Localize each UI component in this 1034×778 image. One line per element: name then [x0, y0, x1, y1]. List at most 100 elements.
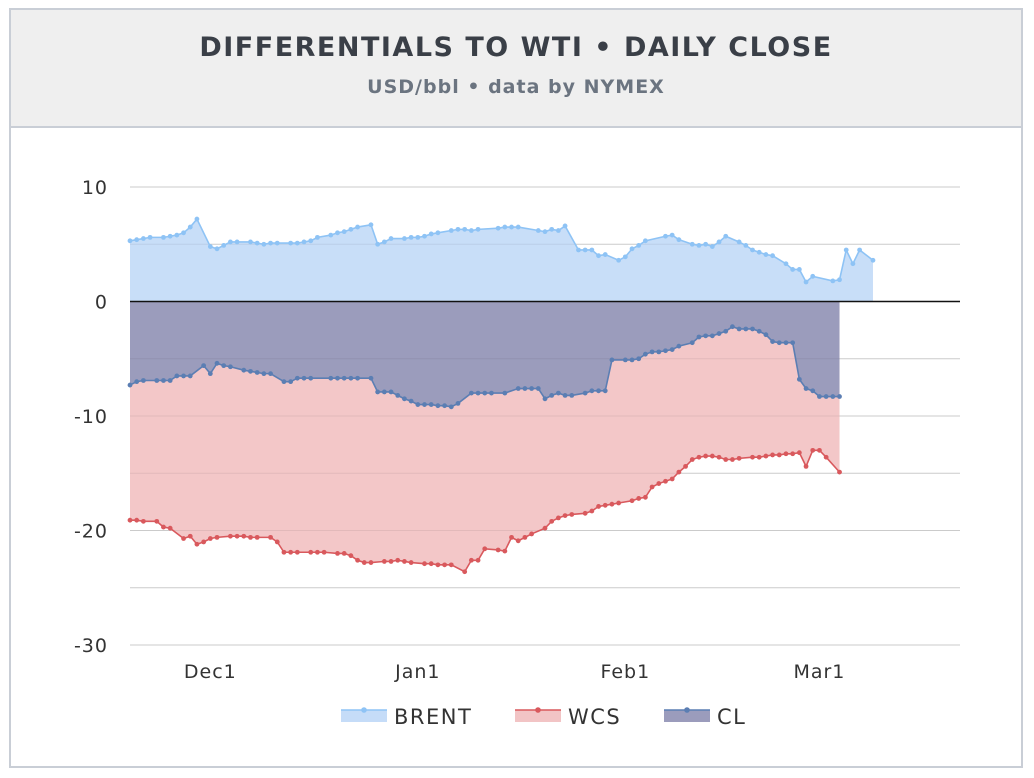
data-point-cl	[402, 396, 407, 402]
data-point-cl	[763, 332, 769, 338]
data-point-brent	[562, 223, 568, 229]
data-point-wcs	[602, 502, 608, 508]
legend-swatch	[664, 710, 710, 722]
data-point-cl	[770, 339, 775, 344]
data-point-wcs	[408, 560, 414, 565]
data-point-brent	[328, 232, 334, 238]
data-point-cl	[368, 375, 374, 381]
data-point-cl	[602, 388, 608, 394]
data-point-wcs	[629, 498, 635, 504]
data-point-brent	[703, 241, 709, 247]
data-point-brent	[783, 261, 789, 267]
data-point-brent	[268, 240, 273, 246]
data-point-wcs	[355, 557, 360, 563]
data-point-cl	[750, 326, 755, 332]
data-point-cl	[468, 390, 474, 396]
data-point-brent	[315, 234, 320, 240]
data-point-brent	[549, 226, 555, 232]
data-point-wcs	[515, 538, 521, 544]
data-point-brent	[234, 239, 240, 245]
data-point-wcs	[475, 557, 481, 563]
data-point-cl	[228, 364, 233, 370]
data-point-cl	[709, 333, 715, 339]
data-point-brent	[428, 231, 434, 237]
data-point-wcs	[689, 457, 695, 462]
data-point-wcs	[596, 504, 601, 509]
data-point-wcs	[335, 551, 340, 556]
data-point-wcs	[154, 518, 160, 524]
data-point-cl	[442, 403, 447, 409]
data-point-wcs	[241, 533, 247, 539]
legend-item-cl: CL	[664, 705, 746, 729]
data-point-wcs	[381, 559, 387, 564]
data-point-wcs	[254, 534, 260, 540]
x-tick-label: Dec1	[184, 661, 237, 683]
data-point-brent	[221, 242, 227, 248]
data-point-brent	[629, 246, 635, 252]
data-point-cl	[669, 347, 675, 352]
data-point-cl	[341, 375, 347, 381]
data-point-cl	[489, 390, 494, 396]
data-point-brent	[335, 230, 340, 236]
data-point-wcs	[368, 560, 374, 565]
data-point-wcs	[582, 510, 588, 516]
data-point-brent	[750, 247, 755, 253]
data-point-cl	[549, 392, 555, 398]
data-point-brent	[636, 242, 642, 248]
data-point-wcs	[542, 525, 548, 531]
x-tick-label: Feb1	[600, 661, 650, 683]
data-point-cl	[375, 389, 381, 395]
data-point-cl	[663, 348, 668, 354]
data-point-wcs	[756, 454, 762, 460]
data-point-brent	[181, 230, 186, 236]
data-point-brent	[388, 236, 394, 241]
data-point-wcs	[468, 557, 474, 563]
data-point-brent	[509, 224, 514, 230]
y-tick-label: -10	[74, 406, 108, 428]
data-point-wcs	[803, 463, 809, 469]
data-point-wcs	[723, 457, 729, 462]
data-point-cl	[736, 326, 742, 332]
data-point-cl	[422, 402, 427, 407]
legend-label: WCS	[568, 705, 621, 729]
data-point-wcs	[716, 454, 722, 460]
data-point-wcs	[140, 518, 146, 524]
data-point-cl	[207, 371, 213, 377]
data-point-brent	[422, 233, 427, 239]
data-point-brent	[535, 228, 541, 233]
data-point-cl	[308, 375, 314, 381]
data-point-cl	[408, 398, 414, 404]
data-point-cl	[388, 389, 394, 395]
data-point-wcs	[750, 454, 755, 460]
data-point-cl	[689, 340, 695, 346]
data-point-brent	[301, 239, 307, 245]
data-point-wcs	[462, 569, 468, 575]
data-point-brent	[308, 238, 314, 244]
data-point-brent	[161, 234, 166, 240]
data-point-brent	[408, 234, 414, 240]
data-point-wcs	[361, 560, 367, 565]
data-point-cl	[328, 375, 334, 381]
data-point-wcs	[428, 561, 434, 567]
legend-marker	[361, 707, 367, 713]
data-point-cl	[803, 386, 809, 391]
data-point-wcs	[823, 454, 829, 460]
data-point-brent	[542, 229, 548, 235]
legend-marker	[535, 707, 541, 713]
data-point-wcs	[207, 536, 213, 541]
data-point-cl	[348, 375, 354, 381]
data-point-cl	[716, 331, 722, 336]
y-tick-label: 10	[82, 177, 108, 199]
data-point-cl	[730, 324, 735, 330]
data-point-wcs	[522, 534, 528, 540]
legend-label: CL	[717, 705, 746, 729]
data-point-brent	[743, 242, 749, 248]
series-line-cl	[129, 325, 840, 408]
data-point-wcs	[736, 455, 742, 461]
data-point-wcs	[422, 561, 427, 567]
area-brent	[130, 219, 873, 302]
data-point-cl	[649, 349, 655, 355]
data-point-wcs	[783, 451, 789, 457]
data-point-wcs	[187, 533, 193, 539]
data-point-brent	[643, 238, 648, 244]
